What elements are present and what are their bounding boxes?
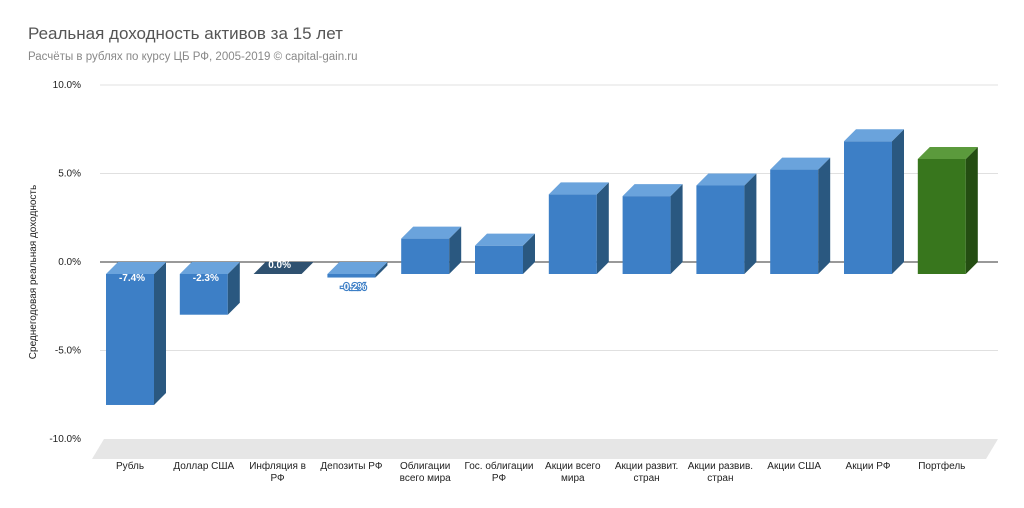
bar bbox=[548, 182, 609, 274]
data-label: 6.5% bbox=[932, 273, 955, 284]
bar bbox=[475, 233, 535, 274]
x-category-label: Портфель bbox=[918, 460, 965, 472]
y-tick-label: 5.0% bbox=[58, 169, 81, 180]
bar bbox=[106, 262, 166, 405]
data-label: -0.2% bbox=[340, 282, 366, 293]
bar-top bbox=[917, 146, 978, 159]
bar-top bbox=[696, 173, 757, 186]
x-category-label: Акции развит. стран bbox=[615, 461, 678, 484]
bar-front bbox=[844, 141, 892, 274]
bar-front bbox=[770, 169, 819, 274]
bar-side bbox=[154, 262, 166, 405]
bar bbox=[327, 262, 388, 278]
data-label: 5.9% bbox=[785, 273, 808, 284]
bar-side bbox=[892, 129, 904, 274]
bar-side bbox=[523, 233, 535, 274]
data-label: 7.5% bbox=[859, 273, 882, 284]
bar-side bbox=[965, 146, 978, 274]
x-category-label: Акции развив. стран bbox=[688, 461, 753, 484]
data-label: 4.4% bbox=[637, 273, 660, 284]
chart-floor bbox=[92, 439, 998, 459]
data-label: 1.6% bbox=[490, 273, 513, 284]
bar-front bbox=[696, 185, 745, 274]
y-axis-label: Среднегодовая реальная доходность bbox=[28, 185, 39, 359]
x-category-label: Акции РФ bbox=[846, 461, 891, 472]
bar-front bbox=[106, 274, 154, 405]
bar-top bbox=[548, 182, 609, 195]
bar-side bbox=[596, 182, 609, 274]
x-category-label: Облигации всего мира bbox=[400, 460, 452, 484]
y-tick-label: -10.0% bbox=[49, 434, 81, 445]
bar-top bbox=[106, 262, 166, 274]
x-category-label: Депозиты РФ bbox=[320, 461, 382, 472]
x-category-label: Акции всего мира bbox=[545, 461, 601, 484]
bar-top bbox=[253, 262, 314, 274]
data-label: -2.3% bbox=[193, 273, 219, 284]
data-label: 2.0% bbox=[416, 273, 439, 284]
x-category-label: Доллар США bbox=[173, 461, 234, 472]
bar bbox=[917, 146, 978, 274]
bar bbox=[770, 157, 831, 274]
bar bbox=[622, 184, 683, 274]
data-label: -7.4% bbox=[119, 273, 145, 284]
bar bbox=[401, 226, 462, 274]
bar-top bbox=[622, 184, 683, 197]
bar-front bbox=[327, 274, 376, 278]
bar-side bbox=[227, 262, 240, 315]
x-category-label: Инфляция в РФ bbox=[249, 460, 306, 484]
data-label: 0.0% bbox=[268, 260, 291, 271]
bar-front bbox=[179, 274, 228, 315]
bar-top bbox=[327, 262, 388, 274]
x-category-label: Акции США bbox=[767, 461, 821, 472]
x-category-label: Рубль bbox=[116, 460, 144, 472]
bar bbox=[253, 262, 314, 274]
y-tick-label: 10.0% bbox=[53, 80, 81, 91]
chart-title: Реальная доходность активов за 15 лет bbox=[28, 24, 343, 43]
x-category-label: Гос. облигации РФ bbox=[464, 460, 533, 484]
bar-side bbox=[744, 173, 757, 274]
chart-subtitle: Расчёты в рублях по курсу ЦБ РФ, 2005-20… bbox=[28, 51, 358, 63]
data-label: 4.5% bbox=[563, 273, 586, 284]
bar-side bbox=[449, 226, 462, 274]
bar-side bbox=[670, 184, 683, 274]
bar-front bbox=[622, 196, 671, 274]
data-label: 5.0% bbox=[711, 273, 734, 284]
bar bbox=[179, 262, 240, 315]
bar-top bbox=[401, 226, 462, 239]
bar-top bbox=[179, 262, 240, 274]
bar-top bbox=[475, 233, 535, 246]
y-tick-label: 0.0% bbox=[58, 257, 81, 268]
bar-top bbox=[844, 129, 904, 142]
bar-side bbox=[818, 157, 831, 274]
bar-side bbox=[375, 262, 388, 278]
bar-front bbox=[548, 194, 597, 274]
bar-front bbox=[917, 158, 966, 274]
bar bbox=[696, 173, 757, 274]
bar-front bbox=[475, 245, 523, 274]
bar-front bbox=[401, 238, 450, 274]
bar-top bbox=[770, 157, 831, 170]
bar bbox=[844, 129, 904, 274]
y-tick-label: -5.0% bbox=[55, 346, 81, 357]
